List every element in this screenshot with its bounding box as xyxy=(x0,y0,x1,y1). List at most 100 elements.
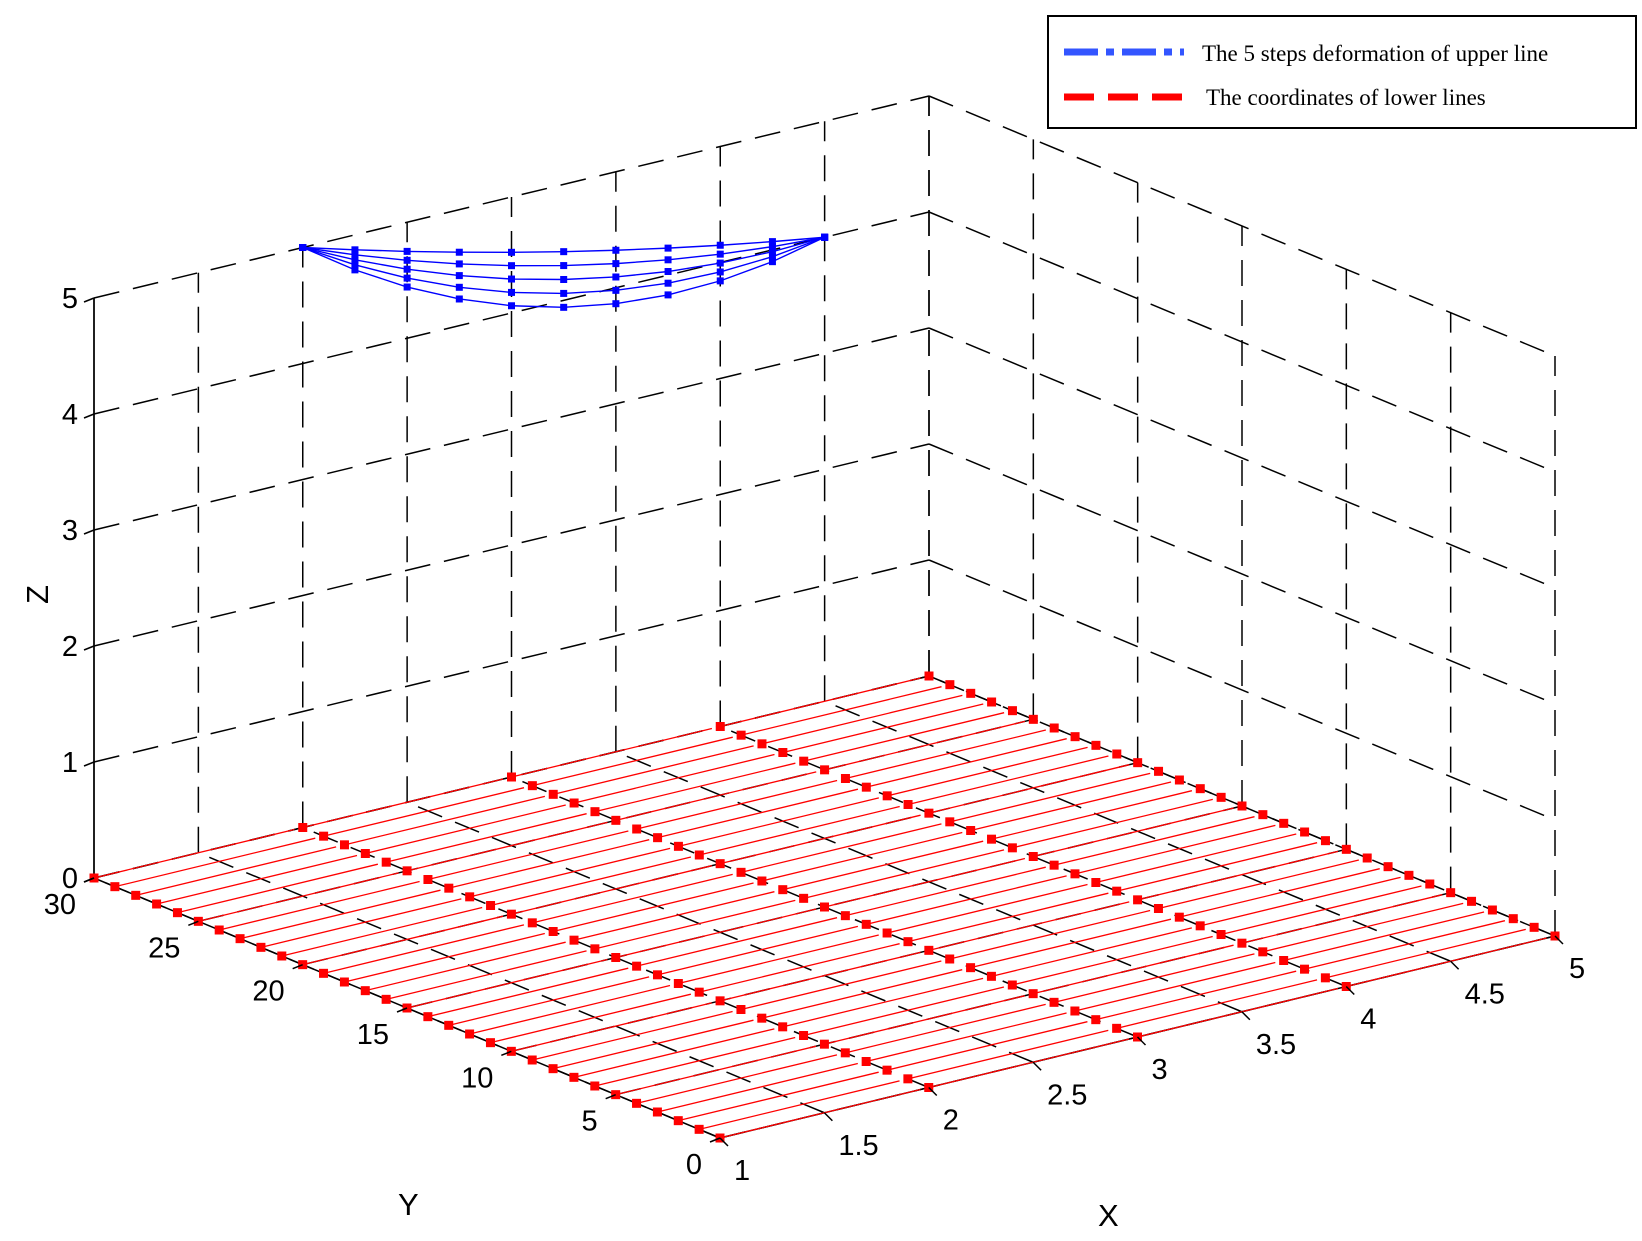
lower-line-segment xyxy=(344,795,546,846)
lower-line-point xyxy=(1446,888,1456,898)
lower-line-point xyxy=(569,935,579,945)
lower-line-segment xyxy=(552,882,754,933)
lower-line-segment xyxy=(803,849,1005,899)
lower-line-segment xyxy=(782,703,984,754)
lower-line-point xyxy=(1320,836,1330,846)
lower-line-point xyxy=(1028,714,1038,724)
lower-line-segment xyxy=(907,1029,1109,1080)
z-tick-mark xyxy=(83,297,95,303)
lower-line-point xyxy=(966,688,976,698)
lower-line-point xyxy=(172,908,182,918)
lower-line-point xyxy=(360,849,370,858)
lower-line-point xyxy=(736,867,746,877)
lower-line-segment xyxy=(1012,798,1213,849)
upper-line-point xyxy=(612,260,620,268)
lower-line-segment xyxy=(678,1071,879,1122)
y-tick-mark xyxy=(709,1137,721,1143)
lower-line-segment xyxy=(845,729,1047,780)
lower-line-segment xyxy=(1262,902,1464,953)
upper-line-point xyxy=(612,286,620,294)
lower-line-segment xyxy=(636,779,838,830)
x-tick-mark xyxy=(1032,1061,1042,1071)
lower-line-point xyxy=(757,876,767,886)
upper-line-point xyxy=(716,268,724,276)
lower-line-point xyxy=(110,882,120,892)
legend-box xyxy=(1047,15,1637,129)
lower-line-segment xyxy=(1179,868,1380,918)
lower-line-point xyxy=(1258,810,1268,820)
lower-line-segment xyxy=(427,967,629,1018)
lower-line-point xyxy=(1133,895,1143,905)
lower-line-segment xyxy=(886,1021,1088,1071)
lower-line-point xyxy=(632,824,642,834)
lower-line-point xyxy=(1091,878,1101,887)
lower-line-point xyxy=(903,937,913,947)
lower-line-point xyxy=(694,1124,704,1134)
lower-line-point xyxy=(1320,973,1330,983)
lower-line-segment xyxy=(907,755,1109,806)
lower-line-point xyxy=(1049,723,1059,733)
lower-line-point xyxy=(569,1072,579,1082)
lower-line-point xyxy=(1028,852,1038,861)
upper-line-point xyxy=(560,275,568,283)
lower-line-point xyxy=(256,942,266,952)
lower-line-segment xyxy=(594,762,796,813)
lower-line-segment xyxy=(740,823,942,873)
lower-line-segment xyxy=(365,941,566,992)
lower-line-point xyxy=(673,979,683,988)
grid-line xyxy=(928,327,1556,589)
lower-line-segment xyxy=(573,1028,775,1078)
grid-line xyxy=(93,559,930,763)
lower-line-point xyxy=(1300,964,1310,974)
lower-line-point xyxy=(1007,706,1017,716)
lower-line-segment xyxy=(636,1054,838,1104)
lower-line-point xyxy=(131,890,141,900)
lower-line-point xyxy=(924,945,934,955)
lower-line-segment xyxy=(1241,894,1443,944)
lower-line-segment xyxy=(219,880,420,931)
upper-line-point xyxy=(768,253,776,261)
z-tick-label: 1 xyxy=(62,747,78,779)
lower-line-point xyxy=(715,996,725,1006)
lower-line-segment xyxy=(824,995,1025,1045)
lower-line-point xyxy=(652,970,662,980)
lower-line-segment xyxy=(928,901,1130,951)
lower-line-point xyxy=(611,953,621,962)
lower-line-segment xyxy=(1325,928,1526,979)
y-tick-mark xyxy=(396,1007,408,1013)
lower-line-point xyxy=(444,1020,454,1030)
lower-line-point xyxy=(799,1031,809,1040)
lower-line-segment xyxy=(866,738,1067,788)
lower-line-point xyxy=(819,1039,829,1049)
grid-line xyxy=(928,559,1556,821)
lower-line-point xyxy=(548,927,558,936)
lower-line-point xyxy=(945,954,955,964)
lower-line-segment xyxy=(803,712,1005,762)
lower-line-segment xyxy=(594,899,796,950)
lower-line-point xyxy=(1279,818,1289,828)
lower-line-segment xyxy=(991,790,1193,840)
upper-line-point xyxy=(455,272,463,280)
lower-line-point xyxy=(1174,775,1184,785)
lower-line-segment xyxy=(845,1003,1046,1054)
upper-line-point xyxy=(560,248,568,256)
lower-line-point xyxy=(1216,930,1226,939)
lower-line-point xyxy=(945,817,955,827)
lower-line-point xyxy=(632,961,642,971)
upper-line-point xyxy=(299,244,307,251)
lower-line-segment xyxy=(782,840,984,891)
lower-line-segment xyxy=(1346,937,1547,988)
lower-line-point xyxy=(590,944,600,954)
x-tick-label: 3.5 xyxy=(1256,1029,1296,1061)
y-tick-label: 25 xyxy=(148,932,180,964)
lower-line-segment xyxy=(845,866,1046,917)
lower-line-segment xyxy=(260,898,462,948)
lower-line-segment xyxy=(135,846,337,896)
upper-line-point xyxy=(351,246,359,254)
lower-line-point xyxy=(1154,766,1164,776)
lower-line-point xyxy=(423,875,433,884)
lower-line-point xyxy=(1195,921,1205,931)
lower-line-segment xyxy=(490,993,692,1044)
lower-line-segment xyxy=(1304,920,1506,970)
z-tick-label: 0 xyxy=(62,863,78,895)
